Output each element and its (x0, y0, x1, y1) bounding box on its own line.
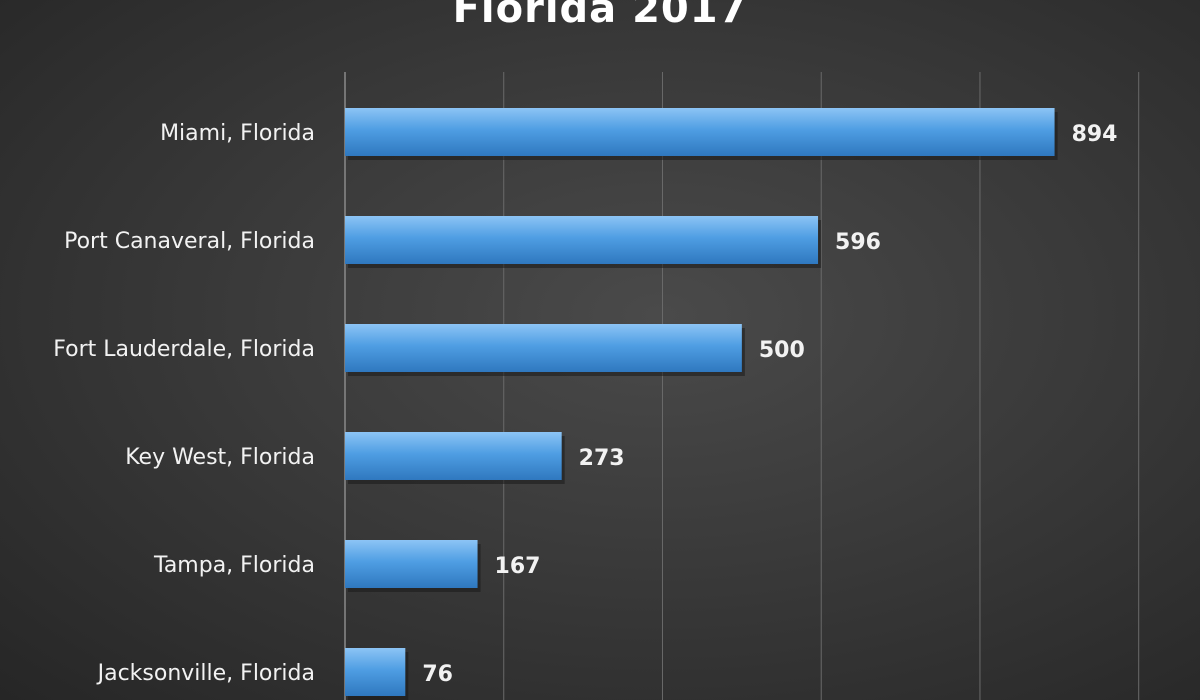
data-label: 76 (422, 662, 453, 687)
data-label: 167 (495, 554, 541, 579)
data-label: 500 (759, 338, 805, 363)
data-label: 273 (579, 446, 625, 471)
bar (345, 216, 819, 264)
bar (345, 324, 742, 372)
category-label: Miami, Florida (160, 121, 315, 146)
category-label: Key West, Florida (125, 445, 315, 470)
bar (345, 540, 478, 588)
labels: Miami, Florida 894 Port Canaveral, Florida… (53, 121, 1117, 687)
bar (345, 648, 406, 696)
category-label: Tampa, Florida (153, 553, 315, 578)
data-label: 894 (1072, 122, 1118, 147)
bar (345, 432, 562, 480)
bar (345, 108, 1055, 156)
category-label: Port Canaveral, Florida (64, 229, 315, 254)
chart-title: Florida 2017 (452, 0, 748, 32)
category-label: Fort Lauderdale, Florida (53, 337, 315, 362)
bars (345, 108, 1058, 700)
data-label: 596 (835, 230, 881, 255)
category-label: Jacksonville, Florida (96, 661, 315, 686)
gridlines (344, 72, 1140, 700)
